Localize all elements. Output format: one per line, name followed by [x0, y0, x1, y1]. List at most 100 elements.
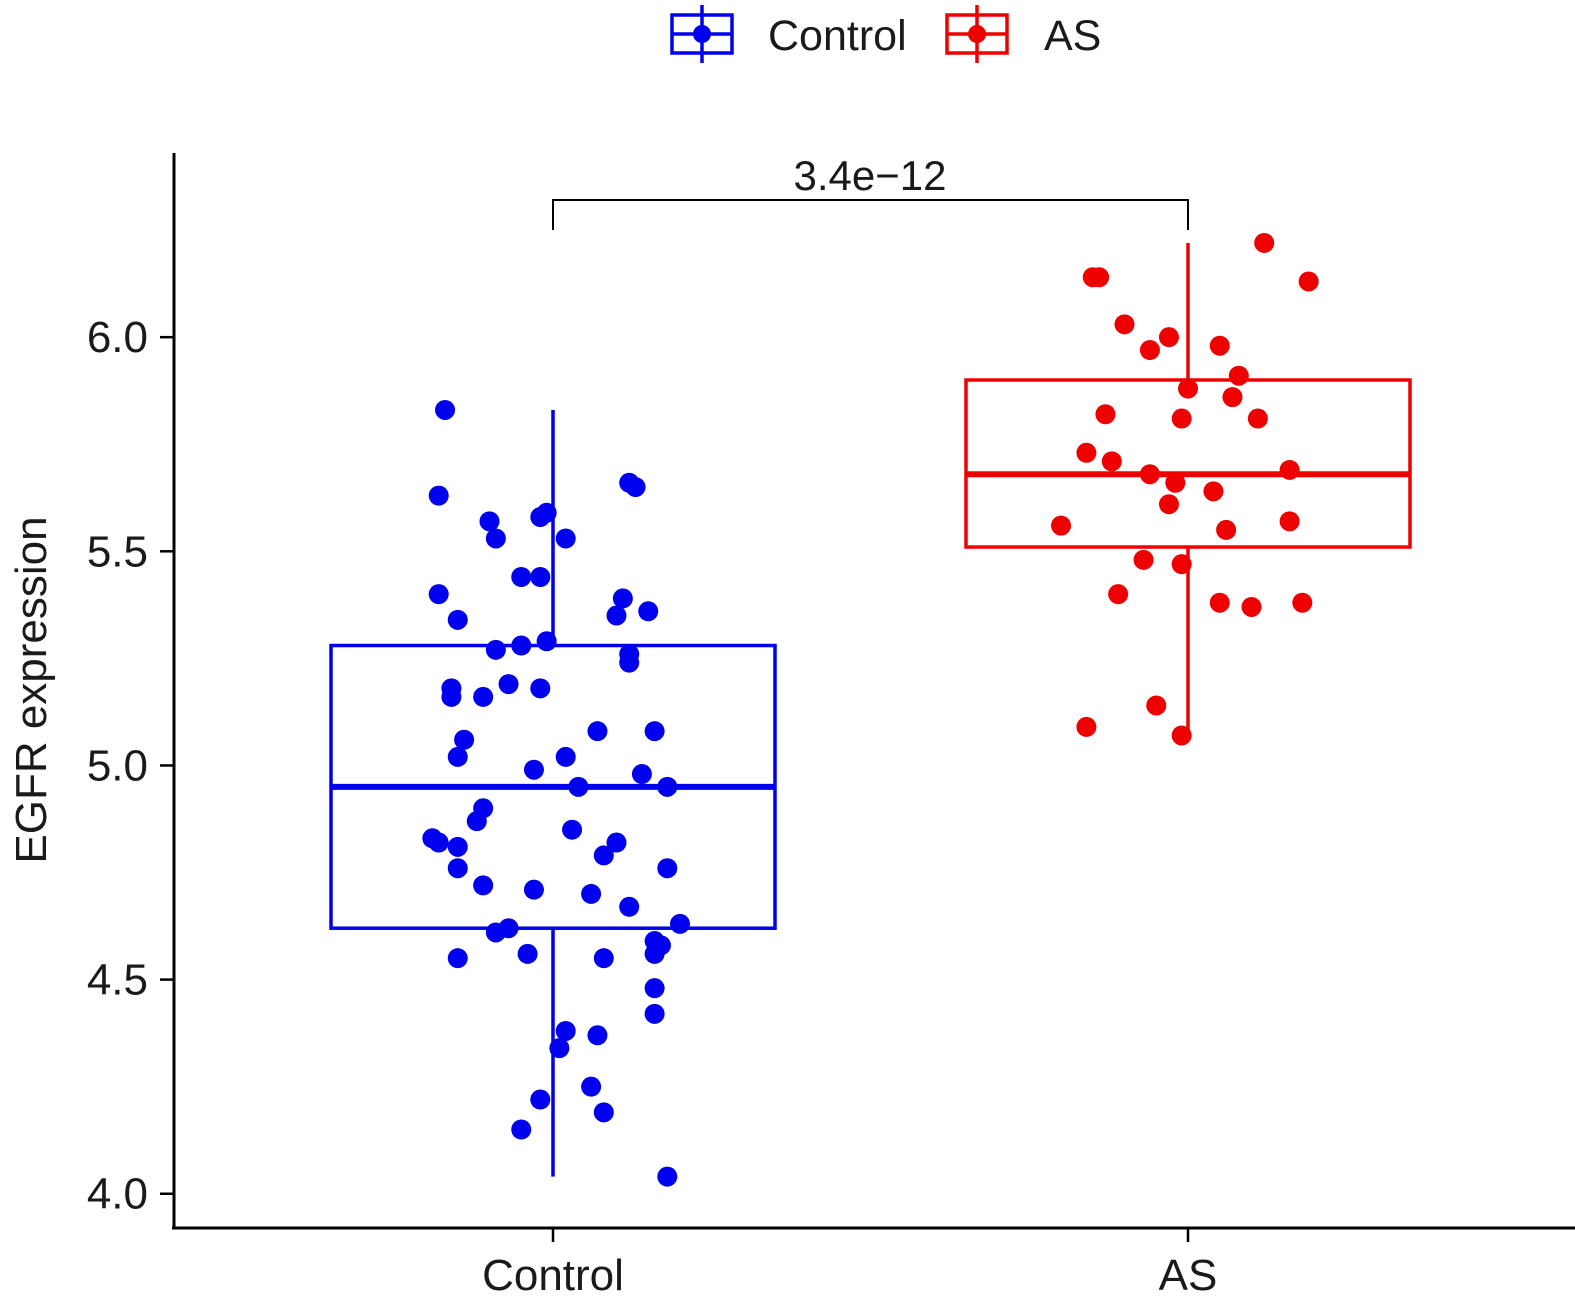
data-point [593, 845, 614, 866]
data-point [1101, 451, 1122, 472]
data-point [606, 832, 627, 853]
data-point [619, 652, 640, 673]
y-tick-label: 6.0 [87, 313, 148, 362]
data-point [447, 858, 468, 879]
data-point [428, 832, 449, 853]
data-point [1089, 267, 1110, 288]
legend-key-point [693, 25, 711, 43]
x-tick-label: Control [482, 1251, 624, 1300]
data-point [555, 1020, 576, 1041]
data-point [1279, 511, 1300, 532]
data-point [485, 639, 506, 660]
data-point [1133, 549, 1154, 570]
data-point [441, 686, 462, 707]
data-point [1171, 725, 1192, 746]
data-point [523, 879, 544, 900]
data-point [536, 502, 557, 523]
data-point [1247, 408, 1268, 429]
data-point [593, 948, 614, 969]
legend-item-as: AS [945, 5, 1101, 63]
data-point [511, 1119, 532, 1140]
data-point [657, 858, 678, 879]
legend: Control AS [670, 5, 1101, 63]
box-group-as [964, 232, 1412, 746]
data-point [428, 485, 449, 506]
data-point [1279, 459, 1300, 480]
data-point [1298, 271, 1319, 292]
data-point [1139, 340, 1160, 361]
data-point [1171, 554, 1192, 575]
data-point [1209, 592, 1230, 613]
significance-bracket [552, 199, 1189, 230]
data-point [644, 721, 665, 742]
data-point [587, 721, 608, 742]
legend-label: Control [768, 12, 907, 60]
data-point [1051, 515, 1071, 536]
data-point [1216, 519, 1237, 540]
data-point [606, 605, 627, 626]
data-point [581, 883, 602, 904]
data-point [517, 943, 538, 964]
data-point [1114, 314, 1135, 335]
data-point [657, 776, 678, 797]
p-value-label: 3.4e−12 [794, 152, 947, 199]
data-point [1178, 378, 1198, 399]
data-point [1203, 481, 1224, 502]
y-tick-label: 5.0 [87, 741, 148, 790]
data-point [625, 477, 646, 498]
data-point [638, 601, 659, 622]
data-point [1108, 584, 1129, 605]
data-point [1139, 464, 1160, 485]
data-point [562, 819, 583, 840]
data-point [530, 1089, 551, 1110]
data-point [523, 759, 544, 780]
data-point [1146, 695, 1167, 716]
data-point [1171, 408, 1192, 429]
data-point [498, 918, 519, 939]
data-point [530, 678, 551, 699]
legend-label: AS [1044, 12, 1101, 60]
data-point [454, 729, 475, 750]
data-point [1095, 404, 1116, 425]
data-point [1209, 335, 1230, 356]
data-point [511, 567, 532, 588]
data-point [555, 746, 576, 767]
box-group-control [329, 399, 777, 1187]
data-point [447, 609, 468, 630]
significance-annotation: 3.4e−12 [552, 152, 1189, 230]
y-tick-label: 4.0 [87, 1170, 148, 1219]
data-point [511, 635, 532, 656]
data-point [1165, 472, 1186, 493]
plot-area [329, 232, 1412, 1187]
data-point [473, 686, 494, 707]
legend-key-point [968, 25, 986, 43]
data-point [644, 978, 665, 999]
data-point [670, 913, 690, 934]
data-point [619, 896, 640, 917]
data-point [1158, 494, 1179, 515]
axes: EGFR expression 4.0 4.5 5.0 5.5 6.0 Control AS [7, 153, 1575, 1300]
data-point [657, 1166, 678, 1187]
data-point [1076, 716, 1097, 737]
data-point [473, 875, 494, 896]
data-point [530, 567, 551, 588]
data-point [485, 528, 506, 549]
data-point [447, 948, 468, 969]
data-point [644, 1003, 665, 1024]
data-point [1158, 327, 1179, 348]
data-point [435, 399, 456, 420]
data-point [568, 776, 589, 797]
data-point [555, 528, 576, 549]
data-point [466, 811, 487, 832]
data-point [631, 764, 652, 785]
data-point [428, 584, 449, 605]
y-tick-label: 5.5 [87, 527, 148, 576]
data-point [587, 1025, 608, 1046]
y-axis-title: EGFR expression [7, 516, 56, 863]
data-point [536, 631, 557, 652]
data-point [612, 588, 633, 609]
data-point [498, 674, 519, 695]
box [964, 378, 1412, 549]
x-tick-label: AS [1159, 1251, 1218, 1300]
